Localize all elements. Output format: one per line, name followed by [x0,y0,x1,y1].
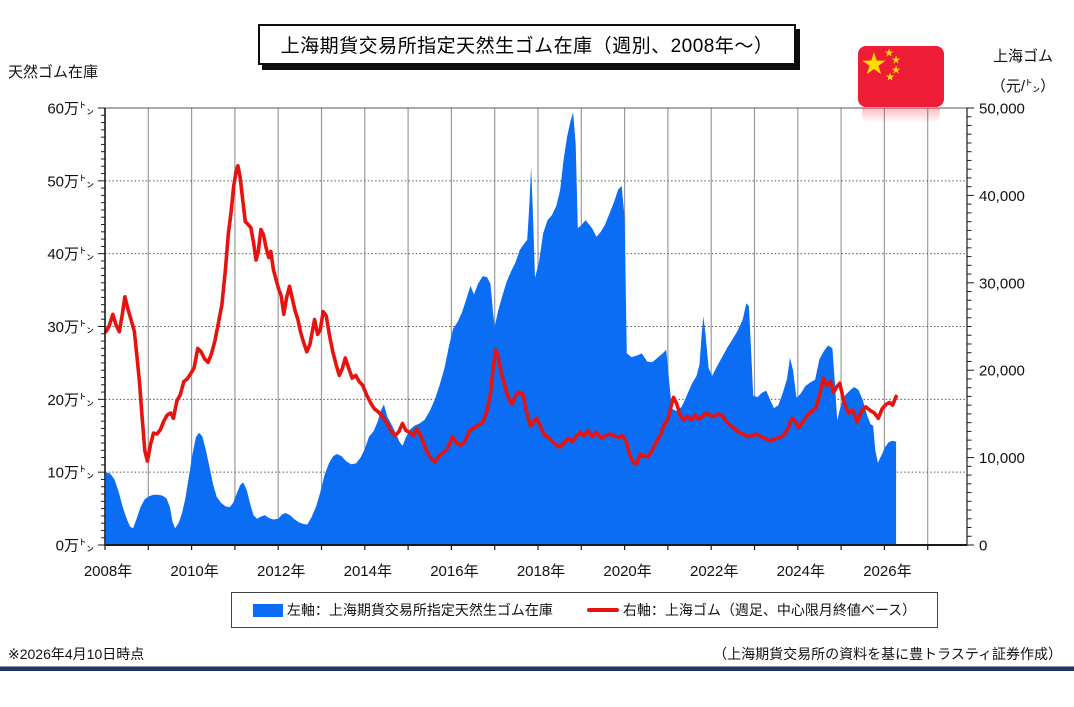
x-tick-label: 2016年 [430,563,478,580]
y-left-tick-label: 30万㌧ [47,319,94,336]
flag-small-star-icon: ★ [885,71,895,84]
y-left-tick-label: 60万㌧ [47,101,94,118]
legend-area-label: 左軸：上海期貨交易所指定天然生ゴム在庫 [286,602,553,618]
legend-area-swatch [252,603,283,617]
y-left-tick-label: 20万㌧ [47,392,94,409]
footnote-date: ※2026年4月10日時点 [8,646,145,662]
x-tick-label: 2018年 [517,563,565,580]
x-tick-label: 2022年 [690,563,738,580]
y-right-tick-label: 0 [979,538,987,555]
x-tick-label: 2026年 [863,563,911,580]
bottom-rule [0,666,1074,671]
legend-item-price: 右軸：上海ゴム（週足、中心限月終値ベース） [586,600,917,620]
y-right-tick-label: 40,000 [979,188,1025,205]
x-tick-label: 2024年 [777,563,825,580]
y-right-tick-label: 50,000 [979,101,1025,118]
y-right-tick-label: 20,000 [979,363,1025,380]
x-tick-label: 2020年 [603,563,651,580]
price-line [104,163,898,466]
x-tick-label: 2008年 [84,563,132,580]
y-left-tick-label: 50万㌧ [47,173,94,190]
x-tick-label: 2010年 [170,563,218,580]
right-axis-header-line2: （元/㌧） [990,78,1056,95]
x-tick-label: 2012年 [257,563,305,580]
chart-title: 上海期貨交易所指定天然生ゴム在庫（週別、2008年～） [280,36,774,57]
y-right-tick-label: 10,000 [979,450,1025,467]
chart-legend: 左軸：上海期貨交易所指定天然生ゴム在庫 右軸：上海ゴム（週足、中心限月終値ベース… [231,592,938,628]
right-axis-header-line1: 上海ゴム [992,48,1053,65]
legend-item-inventory: 左軸：上海期貨交易所指定天然生ゴム在庫 [252,600,553,620]
x-tick-label: 2014年 [344,563,392,580]
y-left-tick-label: 10万㌧ [47,465,94,482]
y-right-tick-label: 30,000 [979,275,1025,292]
right-axis-header: 上海ゴム （元/㌧） [980,42,1066,102]
inventory-area [105,112,897,546]
flag-small-star-icon: ★ [891,64,901,77]
legend-line-label: 右軸：上海ゴム（週足、中心限月終値ベース） [622,602,917,618]
y-left-tick-label: 0万㌧ [56,538,94,555]
left-axis-header: 天然ゴム在庫 [8,64,99,81]
flag-big-star-icon: ★ [860,48,888,81]
chart-title-box: 上海期貨交易所指定天然生ゴム在庫（週別、2008年～） [258,24,796,65]
footnote-source: （上海期貨交易所の資料を基に豊トラスティ証券作成） [713,646,1062,662]
y-left-tick-label: 40万㌧ [47,246,94,263]
legend-line-swatch [586,608,619,612]
china-flag-icon: ★ ★ ★ ★ ★ [858,46,944,107]
flag-reflection [862,108,940,123]
flag-small-star-icon: ★ [891,54,901,67]
flag-small-star-icon: ★ [884,47,894,60]
